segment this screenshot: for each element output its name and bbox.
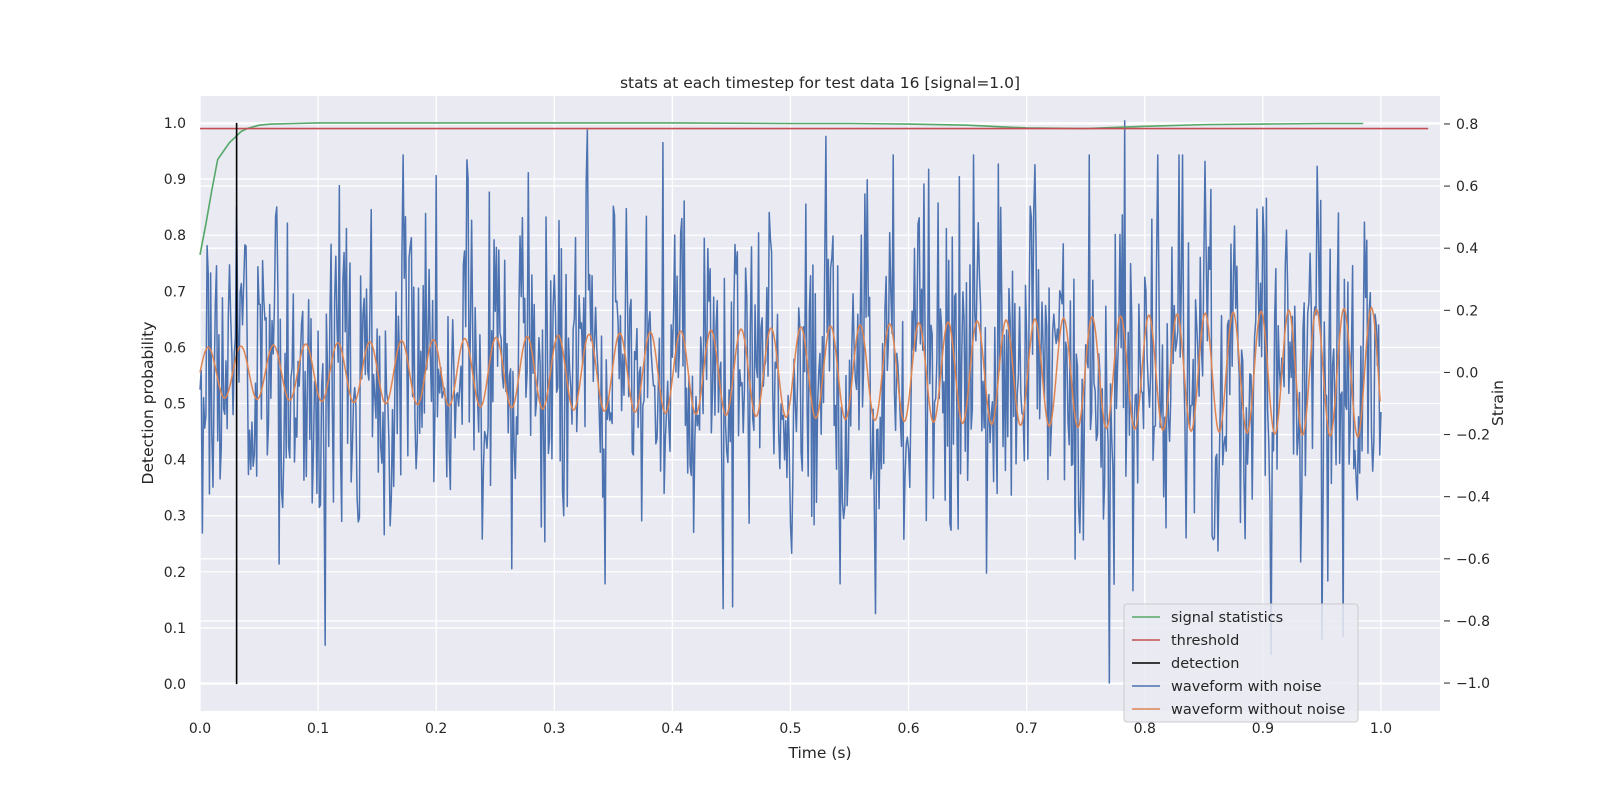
- y2-tick-label: −0.2: [1456, 428, 1490, 444]
- y2-tick-label: 0.0: [1456, 365, 1478, 381]
- chart-title: stats at each timestep for test data 16 …: [620, 74, 1020, 92]
- y2-tick-label: 0.8: [1456, 117, 1478, 133]
- y-tick-label: 0.5: [164, 397, 186, 413]
- y-tick-label: 0.9: [164, 172, 186, 188]
- legend-entry: threshold: [1171, 633, 1239, 649]
- x-tick-label: 0.7: [1016, 721, 1038, 737]
- series-waveform-without-noise: [199, 306, 1382, 438]
- x-tick-label: 0.5: [779, 721, 801, 737]
- y-tick-label: 0.1: [164, 621, 186, 637]
- axis-tick-labels: 0.0 0.1 0.2 0.3 0.4 0.5 0.6 0.7 0.8 0.9 1.0 0.0 0.1 0…: [164, 116, 1490, 737]
- x-tick-label: 1.0: [1370, 721, 1392, 737]
- y-tick-label: 1.0: [164, 116, 186, 132]
- y-tick-label: 0.6: [164, 340, 186, 356]
- y-tick-label: 0.8: [164, 228, 186, 244]
- legend: signal statistics threshold detection wavef…: [1123, 603, 1359, 723]
- x-tick-label: 0.6: [897, 721, 919, 737]
- x-axis-label: Time (s): [787, 744, 851, 762]
- legend-entry: waveform without noise: [1171, 702, 1345, 718]
- y-tick-label: 0.4: [164, 453, 186, 469]
- series-signal-statistics: [199, 122, 1364, 255]
- legend-box: [1123, 603, 1359, 723]
- y-tick-label: 0.3: [164, 509, 186, 525]
- series-layer: [199, 120, 1429, 685]
- x-tick-label: 0.4: [661, 721, 683, 737]
- y-tick-label: 0.2: [164, 565, 186, 581]
- y2-axis-label: Strain: [1489, 380, 1507, 426]
- x-tick-label: 0.2: [425, 721, 447, 737]
- x-tick-label: 0.3: [543, 721, 565, 737]
- y2-tick-label: 0.4: [1456, 241, 1478, 257]
- y2-tick-label: −0.8: [1456, 614, 1490, 630]
- legend-entry: waveform with noise: [1171, 679, 1322, 695]
- y-tick-label: 0.7: [164, 284, 186, 300]
- legend-entry: detection: [1171, 656, 1239, 672]
- y2-tick-label: 0.6: [1456, 179, 1478, 195]
- x-tick-label: 0.0: [189, 721, 211, 737]
- x-tick-label: 0.1: [307, 721, 329, 737]
- y2-tick-label: −0.6: [1456, 552, 1490, 568]
- y-tick-label: 0.0: [164, 677, 186, 693]
- legend-entry: signal statistics: [1171, 610, 1283, 626]
- y2-tick-label: −0.4: [1456, 490, 1490, 506]
- y-axis-label: Detection probability: [139, 322, 157, 485]
- x-tick-label: 0.9: [1252, 721, 1274, 737]
- y2-tick-label: 0.2: [1456, 303, 1478, 319]
- series-waveform-with-noise: [199, 120, 1382, 684]
- x-tick-label: 0.8: [1134, 721, 1156, 737]
- y2-tick-label: −1.0: [1456, 676, 1490, 692]
